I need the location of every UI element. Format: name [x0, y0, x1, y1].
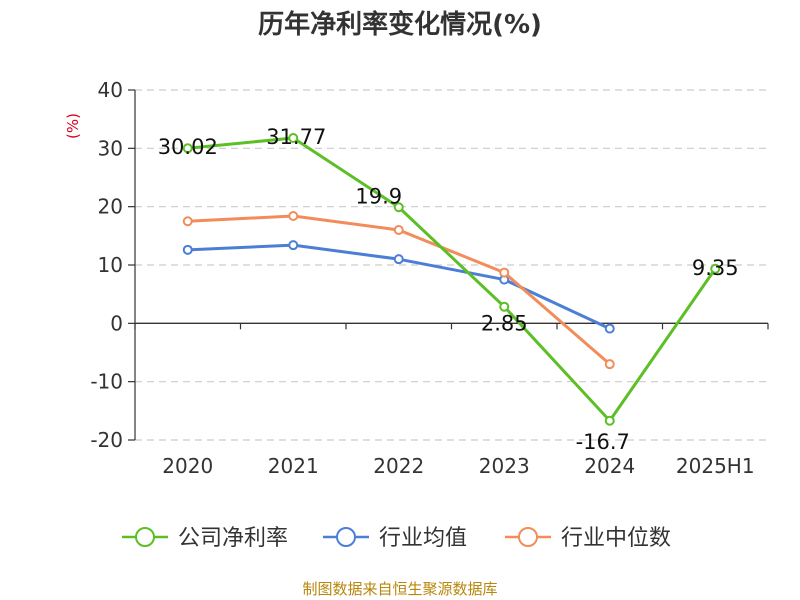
x-tick-label: 2020 — [162, 454, 213, 478]
y-tick-label: -20 — [90, 428, 123, 452]
series-line-2 — [187, 214, 611, 366]
y-axis-unit-label: (%) — [64, 113, 82, 139]
x-tick-label: 2025H1 — [676, 454, 755, 478]
legend-label: 公司净利率 — [178, 526, 288, 551]
y-tick-label: 20 — [98, 195, 123, 219]
data-label: -16.7 — [576, 430, 630, 454]
x-tick-label: 2023 — [479, 454, 530, 478]
axis-layer: -20 -10 0 10 20 30 40 2020 2021 2022 2023 2024 2025H… — [64, 78, 769, 478]
data-label: 19.9 — [355, 184, 402, 208]
data-point — [393, 254, 404, 265]
legend-item-0: 公司净利率 — [122, 526, 288, 551]
data-point — [604, 415, 615, 426]
legend-label: 行业均值 — [379, 526, 467, 551]
x-tick-label: 2022 — [373, 454, 424, 478]
data-point — [288, 133, 299, 144]
data-label: 9.35 — [692, 256, 739, 280]
legend-item-1: 行业均值 — [323, 526, 467, 551]
legend-marker — [336, 527, 356, 547]
data-label: 2.85 — [481, 312, 528, 336]
legend-marker — [135, 527, 155, 547]
data-point — [604, 359, 615, 370]
data-point — [182, 244, 193, 255]
data-label: 30.02 — [158, 135, 218, 159]
data-point — [499, 301, 510, 312]
legend-item-2: 行业中位数 — [505, 526, 671, 551]
data-point — [604, 323, 615, 334]
y-tick-label: 0 — [110, 311, 123, 335]
legend-marker — [518, 527, 538, 547]
x-tick-label: 2021 — [268, 454, 319, 478]
data-point — [288, 240, 299, 251]
series-layer — [182, 133, 721, 426]
chart-title: 历年净利率变化情况(%) — [258, 10, 542, 40]
series-line-0 — [187, 136, 717, 423]
y-tick-label: 30 — [98, 136, 123, 160]
legend: 公司净利率 行业均值 行业中位数 — [122, 526, 671, 551]
y-tick-label: -10 — [90, 370, 123, 394]
data-point — [499, 267, 510, 278]
x-tick-label: 2024 — [584, 454, 635, 478]
data-point — [710, 263, 721, 274]
source-note: 制图数据来自恒生聚源数据库 — [302, 580, 498, 598]
legend-label: 行业中位数 — [561, 526, 671, 551]
data-point — [288, 211, 299, 221]
y-tick-label: 40 — [98, 78, 123, 102]
data-label: 31.77 — [266, 125, 326, 149]
data-point — [182, 216, 193, 227]
data-point — [182, 143, 193, 154]
data-point — [393, 225, 404, 235]
data-point — [393, 202, 404, 213]
y-tick-label: 10 — [98, 253, 123, 277]
data-label-layer: 30.02 31.77 19.9 2.85 -16.7 9.35 — [158, 125, 739, 454]
grid-layer — [135, 89, 768, 441]
